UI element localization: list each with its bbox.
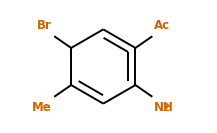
- Text: Ac: Ac: [154, 19, 170, 32]
- Text: Br: Br: [37, 19, 52, 32]
- Text: NH: NH: [154, 101, 174, 114]
- Text: 2: 2: [163, 103, 169, 113]
- Text: Me: Me: [32, 101, 52, 114]
